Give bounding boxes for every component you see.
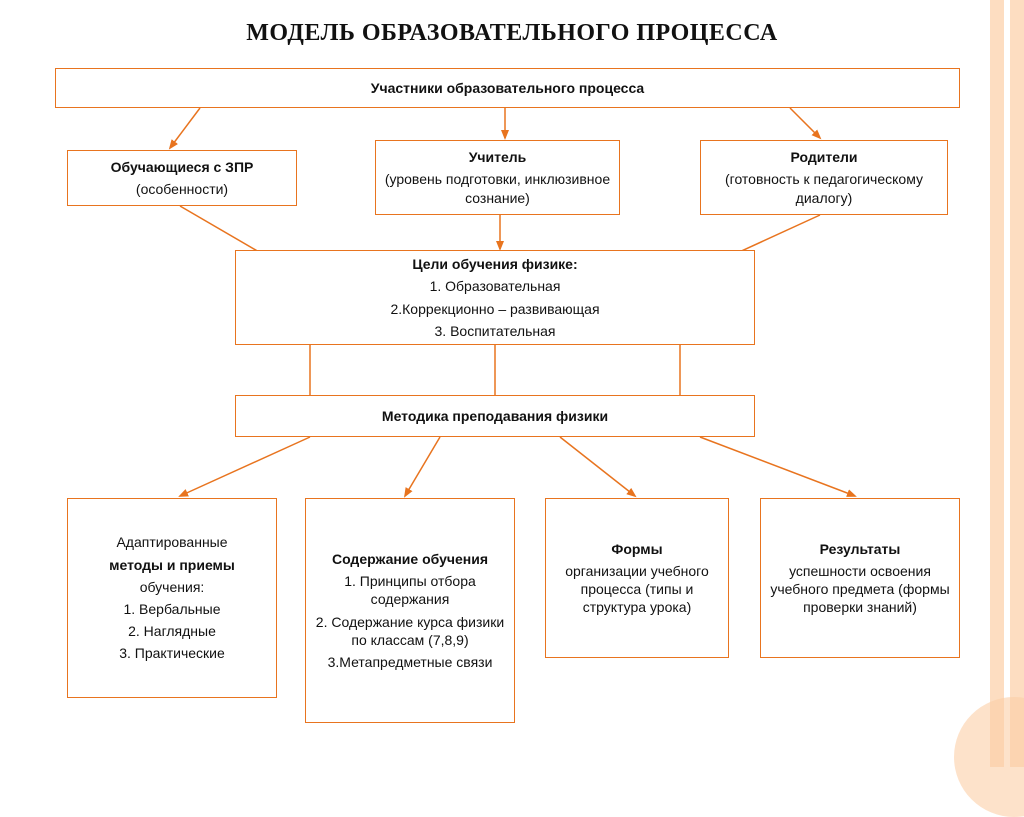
box-results-line: успешности освоения учебного предмета (ф…	[769, 562, 951, 617]
box-methods-line: Адаптированные	[116, 533, 227, 551]
box-participants-line: Участники образовательного процесса	[371, 79, 644, 97]
box-methods: Адаптированные методы и приемы обучения: 1.…	[67, 498, 277, 698]
box-results: Результаты успешности освоения учебного п…	[760, 498, 960, 658]
box-parents: Родители (готовность к педагогическому ди…	[700, 140, 948, 215]
diagram-canvas: МОДЕЛЬ ОБРАЗОВАТЕЛЬНОГО ПРОЦЕССА Участни…	[0, 0, 1024, 767]
box-goals-line: 3. Воспитательная	[435, 322, 556, 340]
box-content: Содержание обучения 1. Принципы отбора со…	[305, 498, 515, 723]
box-methodology: Методика преподавания физики	[235, 395, 755, 437]
box-students-line: Обучающиеся с ЗПР	[111, 158, 254, 176]
box-forms-line: Формы	[611, 540, 662, 558]
accent-circle	[954, 697, 1024, 817]
box-goals-line: 2.Коррекционно – развивающая	[390, 300, 599, 318]
box-forms-line: организации учебного процесса (типы и ст…	[554, 562, 720, 617]
page-title: МОДЕЛЬ ОБРАЗОВАТЕЛЬНОГО ПРОЦЕССА	[0, 20, 1024, 47]
box-goals: Цели обучения физике: 1. Образовательная 2…	[235, 250, 755, 345]
accent-stripe	[990, 0, 1004, 767]
box-students: Обучающиеся с ЗПР (особенности)	[67, 150, 297, 206]
box-results-line: Результаты	[820, 540, 901, 558]
box-content-line: 3.Метапредметные связи	[328, 653, 493, 671]
box-content-line: 2. Содержание курса физики по классам (7…	[314, 613, 506, 649]
box-methods-line: обучения:	[140, 578, 205, 596]
box-teacher: Учитель (уровень подготовки, инклюзивное …	[375, 140, 620, 215]
box-methods-line: 3. Практические	[119, 644, 225, 662]
box-forms: Формы организации учебного процесса (типы…	[545, 498, 729, 658]
box-goals-line: 1. Образовательная	[430, 277, 561, 295]
box-methods-line: методы и приемы	[109, 556, 235, 574]
box-teacher-line: Учитель	[469, 148, 527, 166]
box-content-line: Содержание обучения	[332, 550, 488, 568]
box-parents-line: (готовность к педагогическому диалогу)	[709, 170, 939, 206]
box-content-line: 1. Принципы отбора содержания	[314, 572, 506, 608]
box-goals-line: Цели обучения физике:	[412, 255, 577, 273]
box-teacher-line: (уровень подготовки, инклюзивное сознани…	[384, 170, 611, 206]
box-parents-line: Родители	[791, 148, 858, 166]
box-methodology-line: Методика преподавания физики	[382, 407, 608, 425]
box-methods-line: 2. Наглядные	[128, 622, 216, 640]
accent-stripe	[1010, 0, 1024, 767]
box-students-line: (особенности)	[136, 180, 228, 198]
box-methods-line: 1. Вербальные	[123, 600, 220, 618]
box-participants: Участники образовательного процесса	[55, 68, 960, 108]
